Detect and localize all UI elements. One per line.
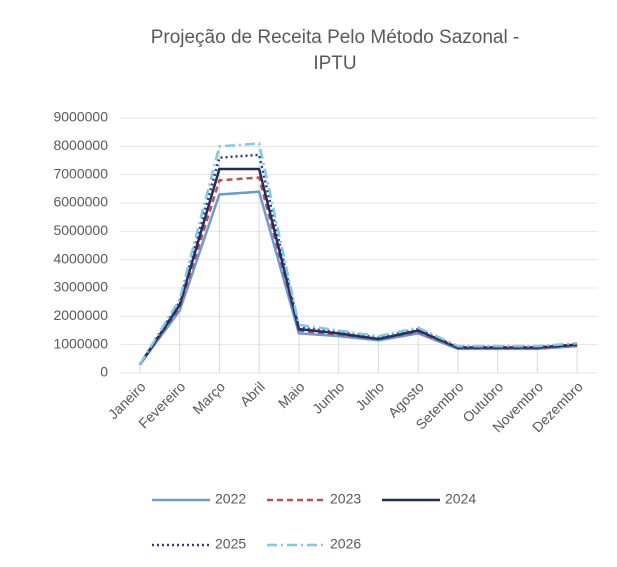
y-tick-label: 8000000 bbox=[53, 137, 108, 153]
y-tick-label: 7000000 bbox=[53, 165, 108, 181]
legend-label: 2025 bbox=[215, 536, 246, 552]
legend-label: 2023 bbox=[330, 491, 361, 507]
y-tick-label: 5000000 bbox=[53, 222, 108, 238]
series-line bbox=[138, 142, 578, 366]
y-tick-label: 3000000 bbox=[53, 279, 108, 295]
y-tick-label: 6000000 bbox=[53, 194, 108, 210]
y-tick-label: 2000000 bbox=[53, 307, 108, 323]
y-tick-label: 9000000 bbox=[53, 109, 108, 125]
chart-title: Projeção de Receita Pelo Método Sazonal … bbox=[151, 27, 520, 48]
legend-label: 2026 bbox=[330, 536, 361, 552]
chart-title: IPTU bbox=[313, 53, 356, 74]
series-line bbox=[138, 153, 578, 366]
y-tick-label: 1000000 bbox=[53, 335, 108, 351]
legend-label: 2022 bbox=[215, 491, 246, 507]
y-tick-label: 4000000 bbox=[53, 250, 108, 266]
y-tick-label: 0 bbox=[100, 364, 108, 380]
legend-label: 2024 bbox=[445, 491, 476, 507]
